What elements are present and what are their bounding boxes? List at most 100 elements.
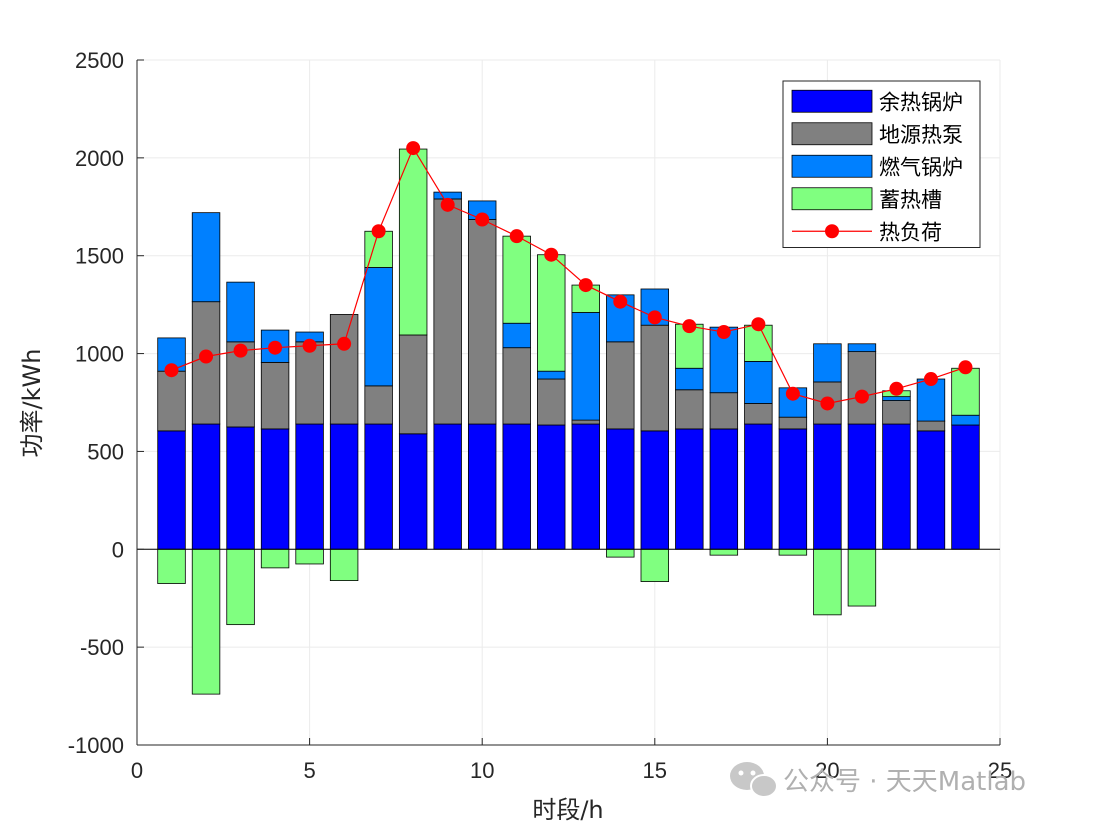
bar-segment [191, 548, 221, 695]
bar-segment [364, 385, 393, 425]
bar-segment [157, 548, 186, 584]
bar-segment [640, 430, 670, 550]
bar-segment [640, 324, 670, 432]
bar-segment [571, 423, 600, 550]
bar-segment [502, 347, 531, 425]
axes [136, 59, 1001, 746]
x-tick-label: 10 [470, 758, 494, 783]
wechat-icon [730, 762, 778, 798]
y-tick-label: 1000 [75, 342, 124, 367]
x-tick-label: 15 [643, 758, 667, 783]
legend-label: 蓄热槽 [879, 188, 942, 212]
heat-load-point [406, 141, 421, 156]
legend-label: 热负荷 [879, 220, 942, 244]
bar-segment [882, 400, 911, 425]
bar-segment [744, 403, 773, 425]
heat-load-point [682, 319, 697, 334]
legend-swatch [791, 89, 873, 113]
heat-load-point [544, 247, 559, 262]
bar-segment [847, 548, 877, 607]
bar-segment [433, 198, 462, 425]
heat-load-point [371, 224, 386, 239]
bar-segment [709, 392, 739, 430]
bar-segment [847, 423, 877, 550]
heat-load-point [337, 336, 352, 351]
bar-segment [329, 314, 359, 425]
bar-segment [813, 548, 842, 616]
y-tick-label: 2500 [75, 48, 124, 73]
bar-segment [226, 426, 255, 550]
legend-swatch [791, 122, 873, 146]
heat-load-point [751, 317, 766, 332]
heat-load-point [578, 278, 593, 293]
x-tick-label: 5 [303, 758, 315, 783]
legend-label: 燃气锅炉 [879, 155, 963, 179]
heat-load-point [233, 343, 248, 358]
heat-load-point [958, 360, 973, 375]
x-tick-label: 0 [131, 758, 143, 783]
bar-segment [675, 367, 704, 391]
heat-load-point [785, 386, 800, 401]
bar-segment [847, 343, 877, 353]
bar-segment [778, 428, 808, 550]
bar-segment [537, 378, 566, 426]
bar-segment [502, 322, 531, 349]
legend-swatch [791, 154, 873, 178]
bar-segment [606, 548, 635, 558]
legend-swatch [791, 187, 873, 211]
heat-load-point [647, 310, 662, 325]
bars [157, 148, 980, 695]
bar-segment [709, 548, 739, 556]
bar-segment [744, 423, 773, 550]
bar-segment [295, 423, 324, 550]
bar-segment [191, 423, 221, 550]
bar-segment [813, 423, 842, 550]
bar-segment [778, 548, 808, 556]
heat-load-point [164, 363, 179, 378]
bar-segment [675, 428, 704, 550]
bar-segment [329, 548, 359, 581]
heat-load-point [302, 338, 317, 353]
bar-segment [537, 254, 566, 372]
legend-marker [825, 224, 839, 239]
y-tick-label: -1000 [68, 733, 124, 758]
y-tick-label: 1500 [75, 244, 124, 269]
bar-segment [951, 414, 980, 426]
bar-segment [191, 212, 221, 303]
bar-segment [571, 419, 600, 425]
bar-segment [813, 343, 842, 383]
y-axis-title: 功率/kWh [18, 349, 46, 458]
bar-segment [744, 360, 773, 404]
bar-segment [157, 430, 186, 550]
watermark: 公众号 · 天天Matlab [730, 762, 1026, 798]
bar-segment [502, 235, 531, 324]
bar-segment [709, 428, 739, 550]
bar-segment [537, 424, 566, 550]
heat-load-point [475, 212, 490, 227]
bar-segment [260, 428, 290, 550]
bar-segment [847, 351, 877, 425]
bar-segment [606, 341, 635, 430]
heat-load-point [440, 197, 455, 212]
x-axis-title: 时段/h [532, 796, 603, 824]
heat-load-point [199, 349, 214, 364]
legend-label: 余热锅炉 [879, 90, 963, 114]
bar-segment [398, 334, 428, 435]
bar-segment [295, 548, 324, 565]
bar-segment [882, 396, 911, 401]
bar-segment [502, 423, 531, 550]
bar-segment [329, 423, 359, 550]
bar-segment [916, 430, 946, 550]
bar-segment [157, 370, 186, 432]
bar-segment [675, 389, 704, 430]
heat-load-point [268, 340, 283, 355]
bar-segment [260, 548, 290, 569]
heat-load-point [854, 389, 869, 404]
heat-load-point [820, 396, 835, 411]
x-tick-label: 20 [815, 758, 839, 783]
bar-segment [882, 423, 911, 550]
bar-segment [467, 219, 497, 425]
bar-segment [951, 367, 980, 416]
bar-segment [778, 416, 808, 430]
